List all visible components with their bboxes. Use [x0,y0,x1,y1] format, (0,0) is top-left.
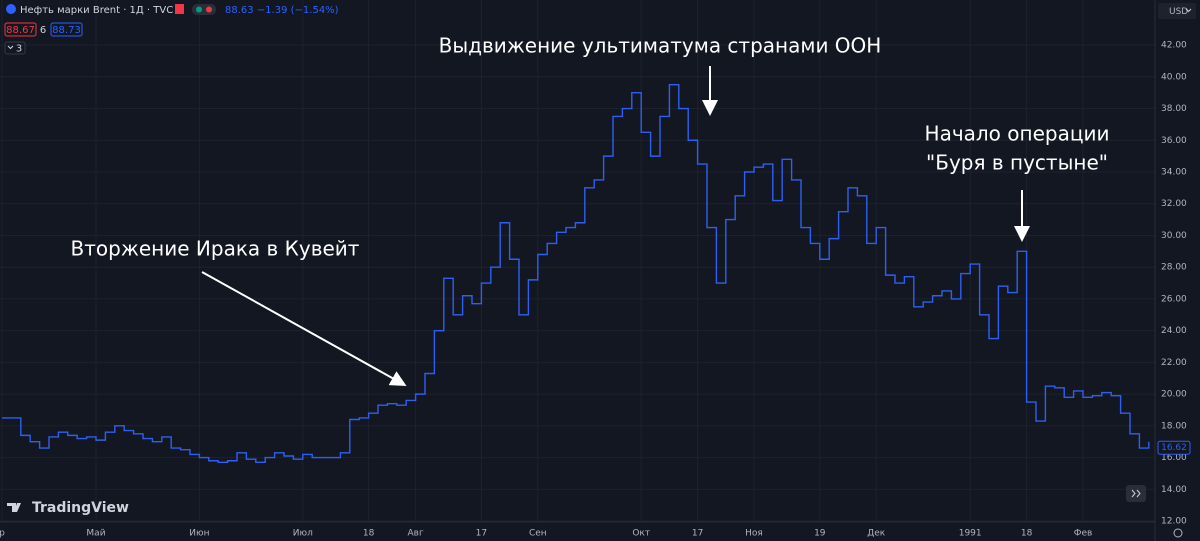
x-tick-label: Май [86,529,105,539]
y-tick-label: 16.00 [1161,453,1187,463]
x-tick-label: 17 [476,529,487,539]
chevron [1131,489,1141,498]
settings-icon[interactable] [1173,528,1183,538]
y-tick-label: 34.00 [1161,167,1187,177]
status-dot [206,6,212,13]
price-line [2,84,1150,464]
sell-button[interactable] [4,22,37,37]
logo: TradingView [32,500,129,516]
flag-icon [175,4,184,14]
x-tick-label: Фев [1074,529,1093,539]
y-tick-label: 18.00 [1161,421,1187,431]
y-tick-label: 38.00 [1161,104,1187,114]
y-tick-label: 14.00 [1161,485,1187,495]
x-tick-label: Дек [867,529,886,539]
logo-icon [7,503,21,512]
y-tick-label: 40.00 [1161,72,1187,82]
x-tick-label: 17 [692,529,703,539]
sell-price: 88.67 [6,25,35,36]
y-tick-label: 24.00 [1161,326,1187,336]
y-tick-label: 36.00 [1161,136,1187,146]
x-tick-label: Авг [407,529,423,539]
annotation: Начало операции [925,122,1110,146]
x-tick-label: Июн [189,529,209,539]
status-pill [192,4,216,15]
annotation: Вторжение Ирака в Кувейт [71,237,360,261]
x-tick-label: Сен [529,529,547,539]
y-tick-label: 22.00 [1161,358,1187,368]
chevron [1185,8,1192,13]
symbol-icon [6,4,16,14]
symbol: Нефть марки Brent · 1Д · TVC [20,5,173,16]
indicators-toggle[interactable] [4,41,26,55]
y-tick-label: 30.00 [1161,231,1187,241]
spread: 6 [40,25,46,36]
x-tick-label: 1991 [959,529,982,539]
x-tick-label: Окт [632,529,650,539]
x-tick-label: 19 [814,529,826,539]
x-tick-label: р [0,529,5,539]
x-tick-label: 18 [1021,529,1033,539]
annotation: "Буря в пустыне" [926,151,1108,175]
y-tick-label: 20.00 [1161,390,1187,400]
y-tick-label: 42.00 [1161,41,1187,51]
x-tick-label: Июл [293,529,313,539]
quote: 88.63 −1.39 (−1.54%) [225,5,339,16]
x-tick-label: Ноя [745,529,763,539]
indicators-count: 3 [16,44,22,55]
x-tick-label: 18 [363,529,375,539]
arrow [201,271,407,386]
currency-button[interactable] [1158,3,1196,19]
y-tick-label: 32.00 [1161,199,1187,209]
last-price-box [1157,440,1191,455]
status-dot [196,6,202,13]
buy-button[interactable] [50,22,83,37]
scroll-button[interactable] [1126,485,1146,502]
chevron [7,45,14,50]
y-tick-label: 28.00 [1161,263,1187,273]
y-tick-label: 26.00 [1161,294,1187,304]
y-tick-label: 12.00 [1161,517,1187,527]
last-price-label: 16.62 [1161,443,1187,453]
buy-price: 88.73 [52,25,81,36]
currency: USD [1169,7,1188,17]
annotation: Выдвижение ультиматума странами ООН [439,34,882,58]
